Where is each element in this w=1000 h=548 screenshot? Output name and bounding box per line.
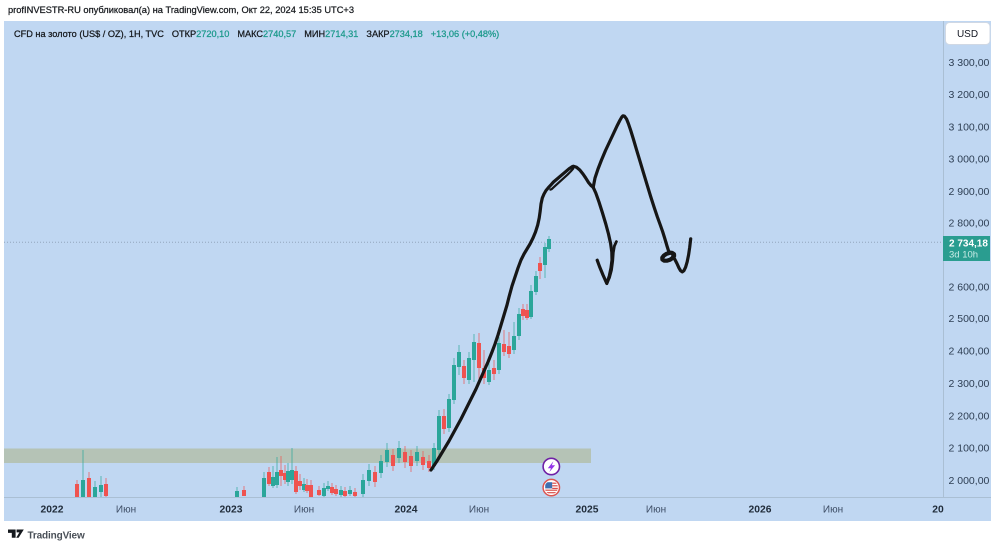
svg-text:Июн: Июн — [116, 505, 136, 516]
svg-text:Июн: Июн — [469, 505, 489, 516]
svg-text:Июн: Июн — [646, 505, 666, 516]
svg-text:2026: 2026 — [749, 505, 772, 516]
svg-text:2 900,00: 2 900,00 — [949, 186, 990, 198]
svg-text:Июн: Июн — [294, 505, 314, 516]
svg-text:2025: 2025 — [576, 505, 599, 516]
svg-text:3d 10h: 3d 10h — [949, 250, 978, 261]
svg-text:3 300,00: 3 300,00 — [949, 57, 990, 69]
svg-text:2022: 2022 — [41, 505, 64, 516]
svg-text:TradingView: TradingView — [28, 530, 85, 541]
svg-text:Июн: Июн — [823, 505, 843, 516]
svg-text:2024: 2024 — [395, 505, 418, 516]
svg-text:2 734,18: 2 734,18 — [949, 239, 988, 250]
svg-text:2 200,00: 2 200,00 — [949, 410, 990, 422]
svg-text:3 200,00: 3 200,00 — [949, 89, 990, 101]
svg-text:3 100,00: 3 100,00 — [949, 122, 990, 134]
svg-text:20: 20 — [932, 505, 944, 516]
svg-text:2 000,00: 2 000,00 — [949, 475, 990, 487]
svg-text:2 600,00: 2 600,00 — [949, 281, 990, 293]
svg-text:2023: 2023 — [220, 505, 243, 516]
svg-text:2 800,00: 2 800,00 — [949, 217, 990, 229]
svg-text:2 400,00: 2 400,00 — [949, 346, 990, 358]
svg-text:2 100,00: 2 100,00 — [949, 442, 990, 454]
svg-text:2 300,00: 2 300,00 — [949, 378, 990, 390]
svg-text:2 500,00: 2 500,00 — [949, 313, 990, 325]
svg-text:3 000,00: 3 000,00 — [949, 154, 990, 166]
svg-text:USD: USD — [957, 29, 978, 40]
